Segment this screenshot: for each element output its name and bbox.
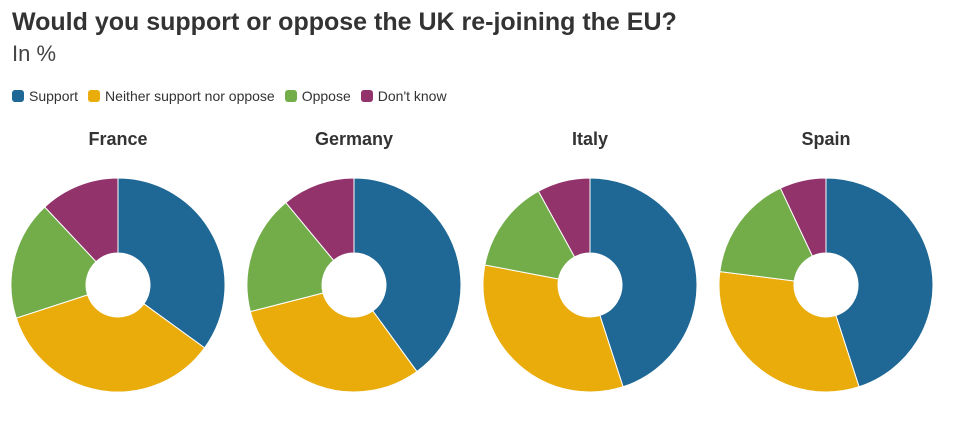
panel-title-italy: Italy (571, 129, 609, 149)
legend-label-support: Support (29, 88, 79, 104)
legend-label-oppose: Oppose (301, 88, 351, 104)
panel-title-germany: Germany (314, 129, 394, 149)
panel-spain: Spain (708, 126, 944, 406)
panel-title-spain: Spain (801, 129, 851, 149)
legend-swatch-neither (88, 90, 101, 102)
slice-neither[interactable] (15, 294, 206, 393)
legend-swatch-dont-know (360, 90, 373, 102)
donut-chart-germany (246, 177, 462, 393)
slice-dont-know[interactable] (44, 177, 119, 263)
legend-item-support[interactable]: Support (12, 88, 78, 104)
slice-support[interactable] (825, 177, 934, 388)
legend-label-neither: Neither support nor oppose (105, 88, 275, 104)
slice-dont-know[interactable] (779, 177, 827, 257)
legend-label-dont-know: Don't know (377, 88, 447, 104)
slice-support[interactable] (117, 177, 226, 349)
legend-item-neither[interactable]: Neither support nor oppose (88, 88, 275, 104)
slice-neither[interactable] (249, 292, 418, 393)
legend: Support Neither support nor oppose Oppos… (12, 88, 457, 104)
slice-support[interactable] (589, 177, 698, 388)
slice-oppose[interactable] (484, 190, 576, 280)
chart-title: Would you support or oppose the UK re-jo… (12, 8, 677, 36)
slice-neither[interactable] (718, 271, 860, 393)
chart-subtitle: In % (12, 41, 57, 66)
legend-swatch-oppose (284, 90, 297, 102)
slice-neither[interactable] (482, 264, 624, 393)
legend-swatch-support (12, 90, 24, 102)
slice-oppose[interactable] (719, 187, 814, 282)
legend-item-oppose[interactable]: Oppose (284, 88, 351, 104)
slice-support[interactable] (353, 177, 462, 373)
panel-france: France (0, 126, 236, 406)
donut-chart-france (10, 177, 226, 393)
panel-italy: Italy (472, 126, 708, 406)
panel-title-france: France (88, 129, 148, 149)
slice-dont-know[interactable] (285, 177, 355, 262)
slice-oppose[interactable] (246, 201, 335, 313)
panel-germany: Germany (236, 126, 472, 406)
donut-chart-italy (482, 177, 698, 393)
legend-item-dont-know[interactable]: Don't know (360, 88, 447, 104)
slice-dont-know[interactable] (537, 177, 591, 258)
donut-chart-spain (718, 177, 934, 393)
slice-oppose[interactable] (10, 206, 97, 319)
